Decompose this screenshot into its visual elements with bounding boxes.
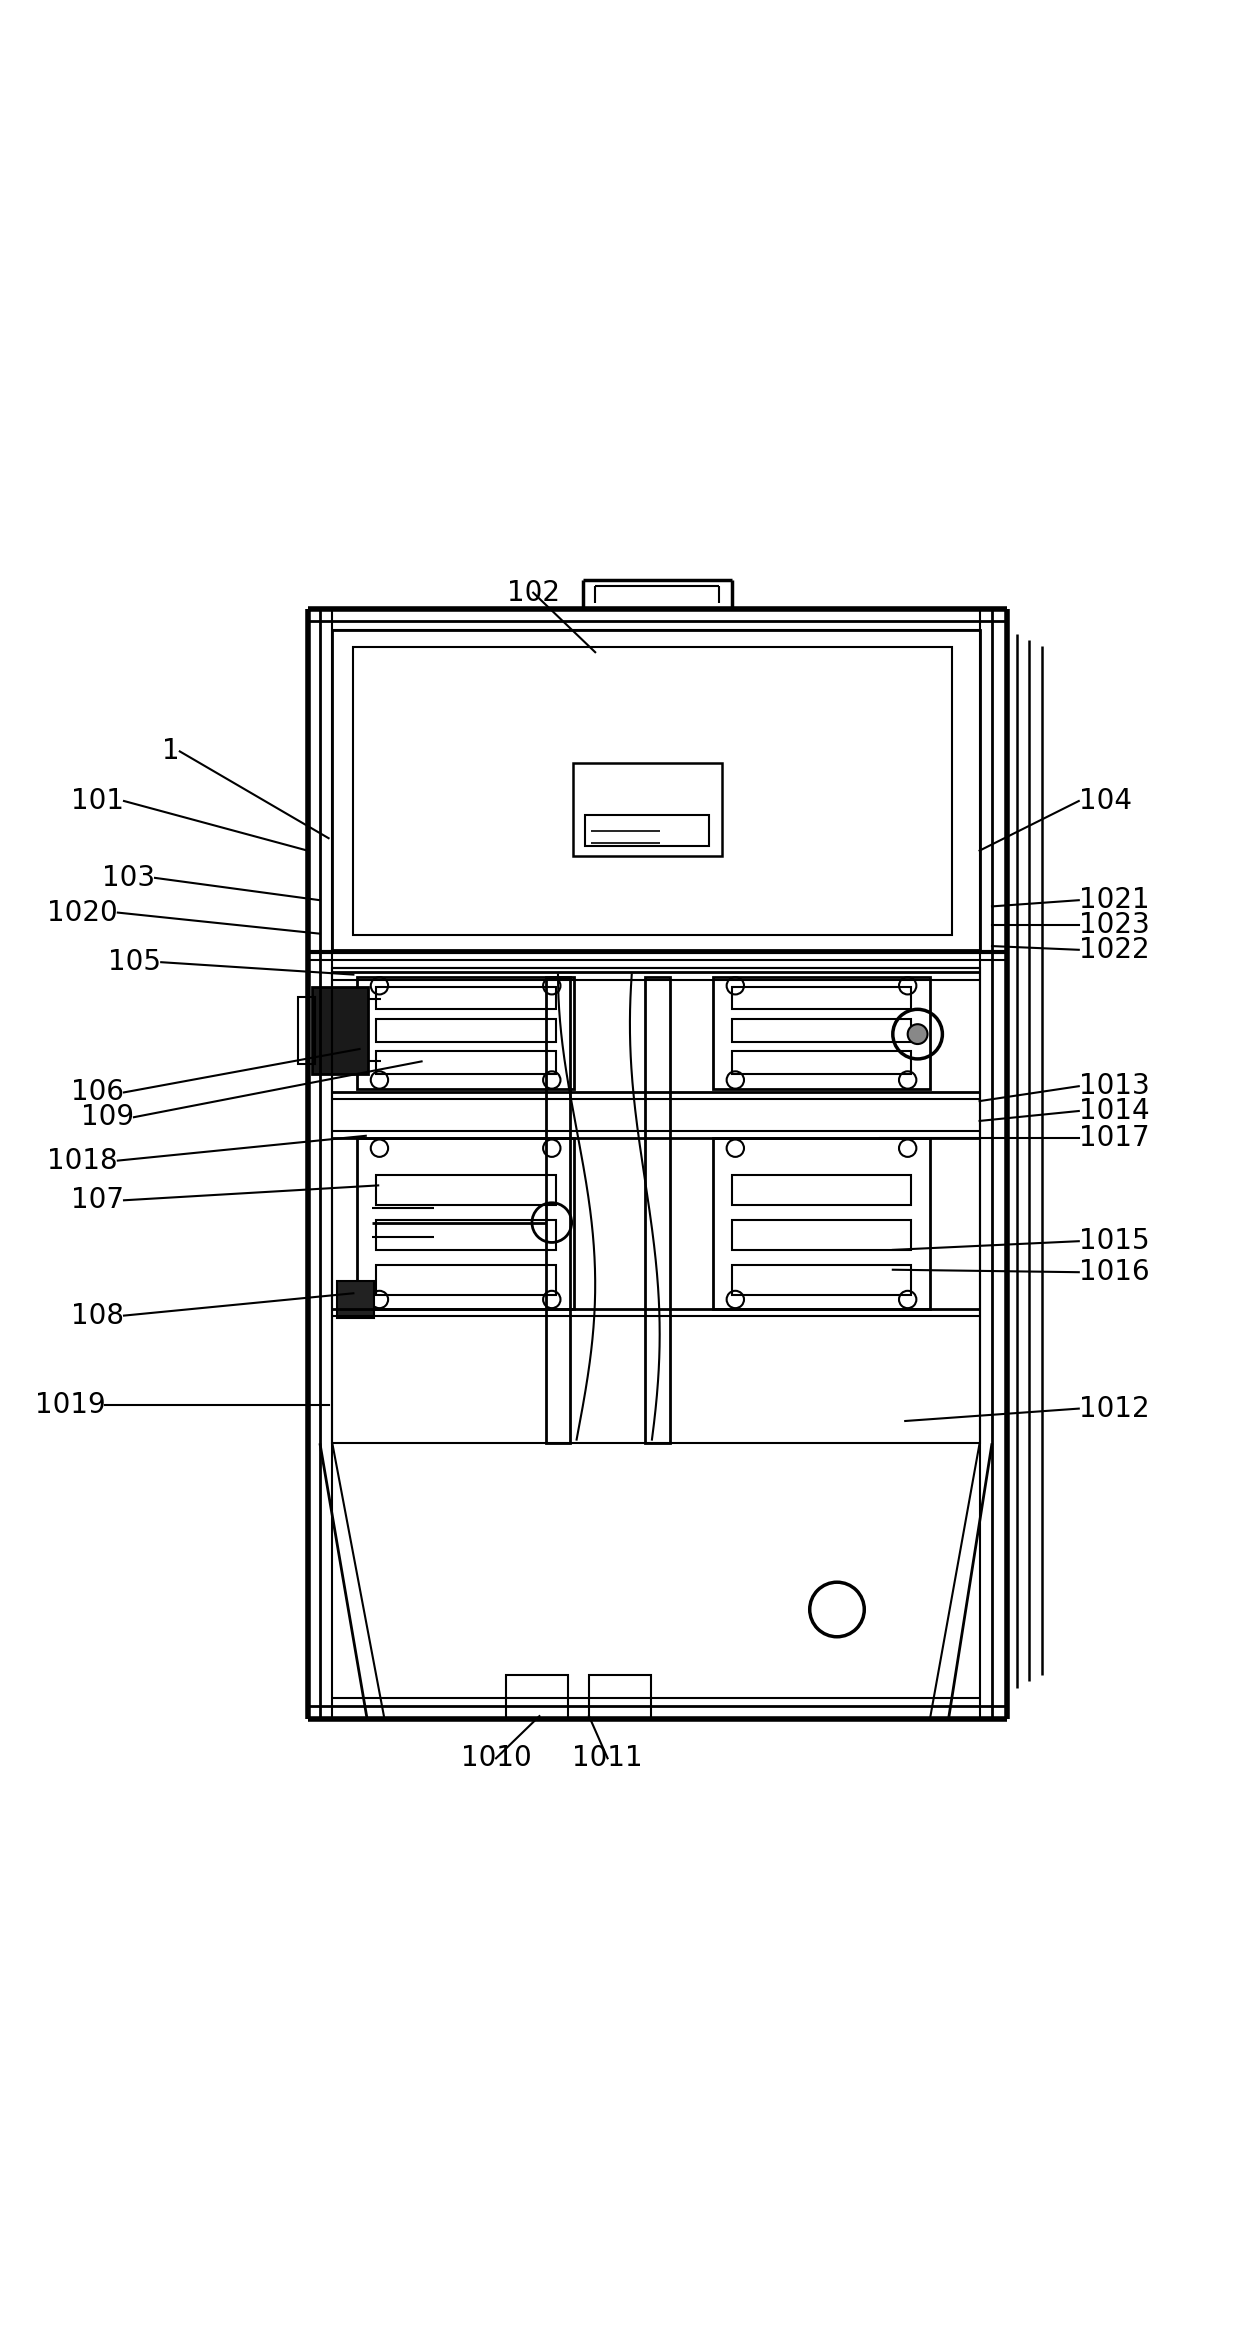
Bar <box>732 1051 911 1074</box>
Bar <box>376 1175 556 1206</box>
Text: 1018: 1018 <box>47 1147 118 1175</box>
Bar <box>376 1264 556 1295</box>
Text: 1011: 1011 <box>573 1745 642 1771</box>
Bar <box>713 1138 930 1309</box>
Text: 104: 104 <box>1079 786 1132 814</box>
Text: 108: 108 <box>71 1302 124 1330</box>
Bar <box>732 1220 911 1250</box>
Text: 107: 107 <box>71 1187 124 1215</box>
Bar <box>376 1051 556 1074</box>
Text: 109: 109 <box>81 1103 134 1131</box>
Text: 101: 101 <box>71 786 124 814</box>
Bar <box>732 1018 911 1042</box>
Bar <box>732 1175 911 1206</box>
Text: 1010: 1010 <box>460 1745 532 1771</box>
Text: 106: 106 <box>71 1079 124 1107</box>
Bar <box>332 629 980 950</box>
Bar <box>732 988 911 1009</box>
Bar <box>298 997 315 1063</box>
Text: 1021: 1021 <box>1079 887 1149 915</box>
Text: 1017: 1017 <box>1079 1124 1149 1152</box>
Bar <box>573 762 722 856</box>
Bar <box>357 976 574 1089</box>
Bar <box>589 1675 651 1720</box>
Text: 1013: 1013 <box>1079 1072 1149 1100</box>
Bar <box>645 976 670 1443</box>
Text: 1023: 1023 <box>1079 910 1149 938</box>
Bar <box>713 976 930 1089</box>
Bar <box>585 814 709 845</box>
Circle shape <box>908 1025 928 1044</box>
Bar <box>376 1220 556 1250</box>
Text: 102: 102 <box>507 579 559 608</box>
Bar <box>376 1018 556 1042</box>
Text: 1014: 1014 <box>1079 1098 1149 1126</box>
Bar <box>376 988 556 1009</box>
Bar <box>506 1675 568 1720</box>
Bar <box>337 1281 374 1318</box>
Bar <box>546 976 570 1443</box>
Text: 1022: 1022 <box>1079 936 1149 964</box>
Text: 105: 105 <box>108 948 161 976</box>
Bar <box>312 988 368 1074</box>
Text: 1012: 1012 <box>1079 1394 1149 1422</box>
Text: 1016: 1016 <box>1079 1257 1149 1286</box>
Bar <box>353 647 952 936</box>
Bar <box>332 969 980 1443</box>
Text: 103: 103 <box>102 863 155 891</box>
Text: 1015: 1015 <box>1079 1227 1149 1255</box>
Text: 1020: 1020 <box>47 899 118 927</box>
Text: 1019: 1019 <box>35 1391 105 1419</box>
Text: 1: 1 <box>162 737 180 765</box>
Bar <box>357 1138 574 1309</box>
Bar <box>732 1264 911 1295</box>
